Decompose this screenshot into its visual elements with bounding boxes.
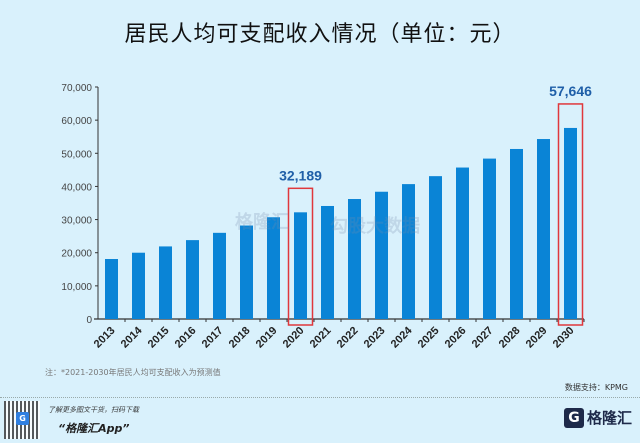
y-tick-label: 20,000 bbox=[61, 249, 92, 260]
x-tick-label: 2015 bbox=[146, 325, 172, 351]
bar-2026 bbox=[456, 167, 469, 319]
bar-2024 bbox=[402, 184, 415, 319]
x-tick-label: 2014 bbox=[119, 324, 145, 350]
bar-2013 bbox=[105, 259, 118, 319]
x-tick-label: 2024 bbox=[389, 324, 415, 350]
x-tick-label: 2019 bbox=[254, 325, 280, 351]
bar-2020 bbox=[294, 212, 307, 319]
x-tick-label: 2025 bbox=[416, 325, 442, 351]
data-label-2020: 32,189 bbox=[279, 167, 322, 183]
qr-logo-icon: G bbox=[16, 412, 29, 425]
bar-2029 bbox=[537, 139, 550, 319]
x-tick-label: 2020 bbox=[281, 325, 307, 351]
data-label-2030: 57,646 bbox=[549, 83, 592, 99]
bar-2017 bbox=[213, 232, 226, 319]
y-tick-label: 50,000 bbox=[61, 149, 92, 160]
bar-2016 bbox=[186, 240, 199, 319]
x-tick-label: 2018 bbox=[227, 325, 253, 351]
brand-logo: G 格隆汇 bbox=[563, 407, 632, 428]
promo-text: 了解更多图文干货，扫码下载 bbox=[48, 406, 139, 414]
bar-2023 bbox=[375, 191, 388, 319]
y-tick-label: 10,000 bbox=[61, 282, 92, 293]
brand-logo-icon: G bbox=[563, 407, 584, 428]
y-tick-label: 60,000 bbox=[61, 116, 92, 127]
bar-2015 bbox=[159, 246, 172, 319]
watermark-right: 勾股大数据 bbox=[330, 216, 420, 237]
watermark-left: 格隆汇 bbox=[235, 212, 289, 233]
bar-2027 bbox=[483, 158, 496, 319]
bar-2028 bbox=[510, 148, 523, 319]
y-tick-label: 40,000 bbox=[61, 182, 92, 193]
bar-2018 bbox=[240, 225, 253, 319]
bar-2025 bbox=[429, 176, 442, 319]
y-tick-label: 0 bbox=[86, 315, 92, 326]
footnote: 注：*2021-2030年居民人均可支配收入为预测值 bbox=[45, 368, 221, 377]
x-tick-label: 2023 bbox=[362, 325, 388, 351]
brand-logo-text: 格隆汇 bbox=[586, 409, 632, 427]
bar-2019 bbox=[267, 217, 280, 319]
x-tick-label: 2021 bbox=[308, 325, 334, 351]
bar-2030 bbox=[564, 127, 577, 319]
x-tick-label: 2017 bbox=[200, 325, 226, 351]
bar-2022 bbox=[348, 199, 361, 319]
x-tick-label: 2016 bbox=[173, 325, 199, 351]
x-tick-label: 2022 bbox=[335, 325, 361, 351]
y-tick-label: 30,000 bbox=[61, 216, 92, 227]
highlight-box-2030 bbox=[557, 103, 584, 326]
x-tick-label: 2029 bbox=[524, 325, 550, 351]
promo-app-name: “格隆汇App” bbox=[58, 422, 130, 435]
x-tick-label: 2026 bbox=[443, 325, 469, 351]
bar-2014 bbox=[132, 252, 145, 319]
x-tick-label: 2027 bbox=[470, 325, 496, 351]
x-tick-label: 2028 bbox=[497, 325, 523, 351]
divider bbox=[0, 397, 640, 398]
bar-2021 bbox=[321, 205, 334, 319]
x-tick-label: 2013 bbox=[92, 325, 118, 351]
highlight-box-2020 bbox=[287, 187, 314, 326]
data-source: 数据支持：KPMG bbox=[564, 383, 628, 392]
x-tick-label: 2030 bbox=[551, 325, 577, 351]
y-tick-label: 70,000 bbox=[61, 83, 92, 94]
chart-title: 居民人均可支配收入情况（单位：元） bbox=[124, 22, 516, 47]
